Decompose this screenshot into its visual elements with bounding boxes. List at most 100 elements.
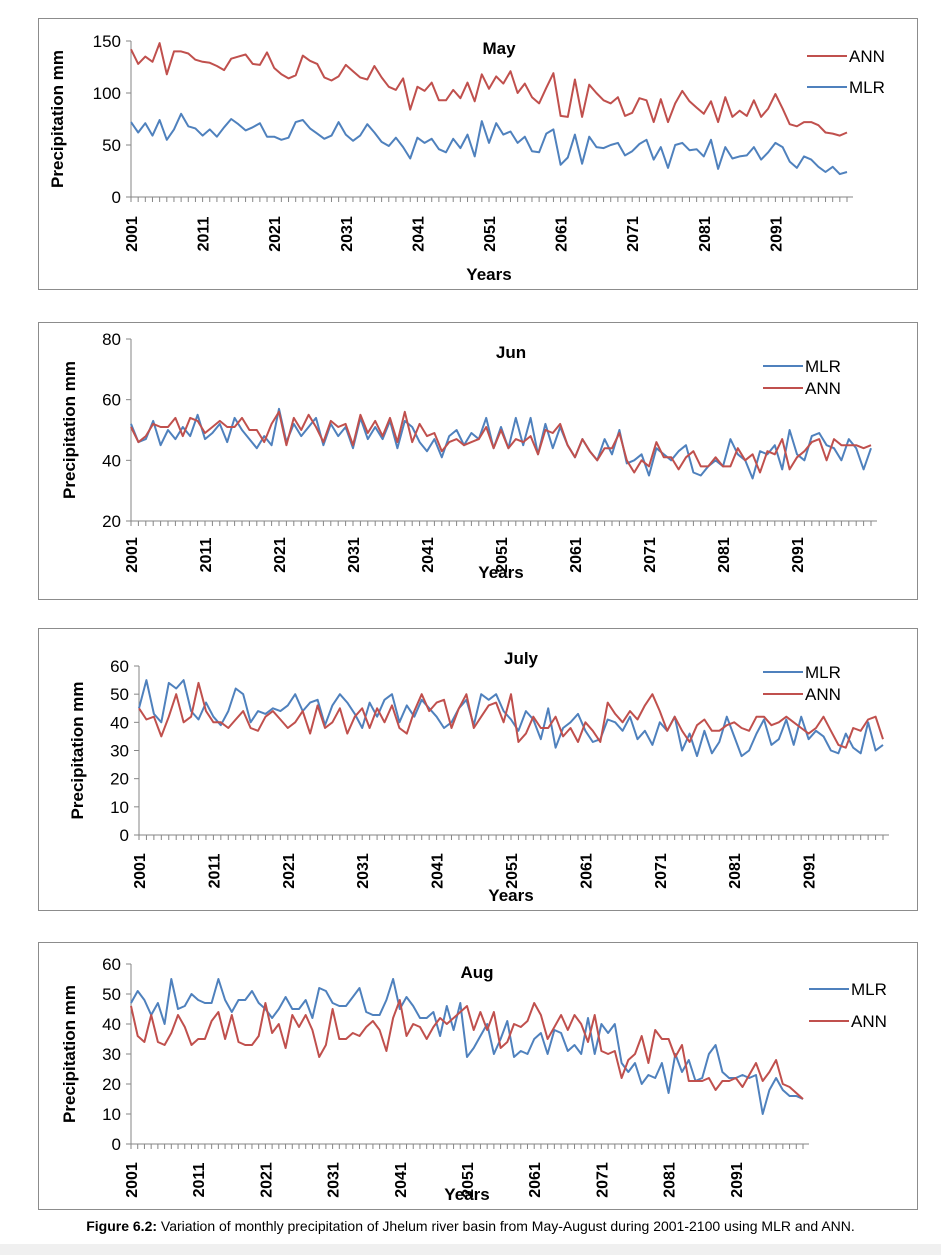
jun-x-tick-label: 2001 <box>124 537 141 573</box>
july-y-tick-label: 10 <box>110 798 129 817</box>
may-x-tick-label: 2091 <box>768 216 785 252</box>
aug-y-tick-label: 20 <box>102 1075 121 1094</box>
aug-chart-title: Aug <box>460 963 493 982</box>
may-y-axis-title: Precipitation mm <box>48 50 67 188</box>
aug-series-mlr-line <box>130 978 804 1115</box>
aug-x-tick-label: 2021 <box>258 1162 275 1198</box>
jun-y-tick-label: 80 <box>102 330 121 349</box>
jun-y-tick-label: 60 <box>102 391 121 410</box>
aug-chart-panel: 0 10 20 30 40 50 60 2001 2011 2021 2031 2041 2051 206… <box>38 942 918 1210</box>
july-y-axis-title: Precipitation mm <box>68 682 87 820</box>
july-chart: 0 10 20 30 40 50 60 2001 2011 2021 2031 2041 2051 206… <box>68 649 889 905</box>
aug-x-tick-label: 2041 <box>393 1162 410 1198</box>
may-x-tick-label: 2071 <box>625 216 642 252</box>
aug-y-tick-label: 50 <box>102 985 121 1004</box>
july-y-tick-label: 30 <box>110 742 129 761</box>
jun-series-mlr-line <box>130 407 872 480</box>
aug-legend-label-ann: ANN <box>851 1012 887 1031</box>
july-y-tick-label: 60 <box>110 657 129 676</box>
aug-y-tick-label: 40 <box>102 1015 121 1034</box>
may-x-tick-label: 2041 <box>410 216 427 252</box>
jun-y-tick-label: 40 <box>102 451 121 470</box>
jun-chart: 20 40 60 80 2001 2011 2021 2031 2041 2051 2061 2071… <box>60 330 877 582</box>
jun-x-axis-title: Years <box>478 563 523 582</box>
jun-x-tick-label: 2011 <box>198 538 215 573</box>
aug-y-tick-label: 60 <box>102 955 121 974</box>
july-y-tick-label: 50 <box>110 685 129 704</box>
july-x-tick-label: 2031 <box>355 853 372 889</box>
aug-x-tick-label: 2061 <box>527 1162 544 1198</box>
may-y-tick-label: 50 <box>102 136 121 155</box>
july-x-tick-label: 2091 <box>802 853 819 889</box>
jun-legend-label-ann: ANN <box>805 379 841 398</box>
may-x-tick-label: 2011 <box>196 217 213 252</box>
july-x-tick-label: 2081 <box>727 853 744 889</box>
aug-x-tick-label: 2001 <box>124 1162 141 1198</box>
aug-x-tick-label: 2071 <box>594 1162 611 1198</box>
may-x-tick-label: 2001 <box>124 216 141 252</box>
aug-x-tick-label: 2051 <box>460 1162 477 1198</box>
aug-series-ann-line <box>130 999 804 1100</box>
jun-x-tick-label: 2021 <box>272 537 289 573</box>
jun-y-tick-label: 20 <box>102 512 121 531</box>
jun-x-tick-label: 2061 <box>568 537 585 573</box>
jun-chart-panel: 20 40 60 80 2001 2011 2021 2031 2041 2051 2061 2071… <box>38 322 918 600</box>
jun-x-tick-label: 2071 <box>642 537 659 573</box>
may-x-tick-label: 2021 <box>267 216 284 252</box>
aug-x-axis-title: Years <box>444 1185 489 1204</box>
july-x-tick-label: 2001 <box>132 853 149 889</box>
may-chart-title: May <box>482 39 516 58</box>
july-y-tick-label: 0 <box>120 826 129 845</box>
aug-legend-label-mlr: MLR <box>851 980 887 999</box>
july-series-ann-line <box>138 681 884 749</box>
may-y-tick-label: 150 <box>93 32 121 51</box>
jun-x-tick-label: 2051 <box>494 537 511 573</box>
figure-caption-text: Variation of monthly precipitation of Jh… <box>157 1218 855 1234</box>
figure-caption: Figure 6.2: Variation of monthly precipi… <box>0 1218 941 1234</box>
may-y-tick-label: 100 <box>93 84 121 103</box>
july-x-tick-label: 2041 <box>430 853 447 889</box>
aug-y-tick-label: 10 <box>102 1105 121 1124</box>
may-series-mlr-line <box>130 112 848 176</box>
may-chart: 0 50 100 150 2001 2011 2021 2031 2041 2051 2061 207… <box>48 32 885 284</box>
july-x-tick-label: 2071 <box>653 853 670 889</box>
aug-y-tick-label: 0 <box>112 1135 121 1154</box>
jun-x-tick-label: 2031 <box>346 537 363 573</box>
bottom-strip <box>0 1244 941 1255</box>
jun-chart-title: Jun <box>496 343 526 362</box>
aug-x-tick-label: 2011 <box>191 1163 208 1198</box>
july-series-mlr-line <box>138 679 884 758</box>
jun-y-axis-title: Precipitation mm <box>60 361 79 499</box>
aug-y-axis-title: Precipitation mm <box>60 985 79 1123</box>
may-y-tick-label: 0 <box>112 188 121 207</box>
aug-x-tick-label: 2081 <box>662 1162 679 1198</box>
may-legend-label-ann: ANN <box>849 47 885 66</box>
aug-x-tick-label: 2031 <box>326 1162 343 1198</box>
july-x-tick-label: 2051 <box>504 853 521 889</box>
figure-caption-label: Figure 6.2: <box>86 1218 158 1234</box>
may-x-tick-label: 2051 <box>482 216 499 252</box>
july-chart-panel: 0 10 20 30 40 50 60 2001 2011 2021 2031 2041 2051 206… <box>38 628 918 911</box>
jun-x-tick-label: 2081 <box>716 537 733 573</box>
may-series-ann-line <box>130 42 848 137</box>
may-x-tick-label: 2061 <box>554 216 571 252</box>
july-chart-title: July <box>504 649 539 668</box>
may-x-axis-title: Years <box>466 265 511 284</box>
july-legend-label-ann: ANN <box>805 685 841 704</box>
may-x-tick-label: 2031 <box>339 216 356 252</box>
aug-y-tick-label: 30 <box>102 1045 121 1064</box>
jun-series-ann-line <box>130 410 872 474</box>
jun-x-tick-label: 2041 <box>420 537 437 573</box>
aug-chart: 0 10 20 30 40 50 60 2001 2011 2021 2031 2041 2051 206… <box>60 955 887 1204</box>
may-chart-panel: 0 50 100 150 2001 2011 2021 2031 2041 2051 2061 207… <box>38 18 918 290</box>
july-y-tick-label: 40 <box>110 713 129 732</box>
july-x-tick-label: 2011 <box>206 854 223 889</box>
july-legend-label-mlr: MLR <box>805 663 841 682</box>
aug-x-tick-label: 2091 <box>729 1162 746 1198</box>
may-legend-label-mlr: MLR <box>849 78 885 97</box>
july-x-axis-title: Years <box>488 886 533 905</box>
july-x-tick-label: 2021 <box>281 853 298 889</box>
july-y-tick-label: 20 <box>110 770 129 789</box>
jun-legend-label-mlr: MLR <box>805 357 841 376</box>
may-x-tick-label: 2081 <box>697 216 714 252</box>
